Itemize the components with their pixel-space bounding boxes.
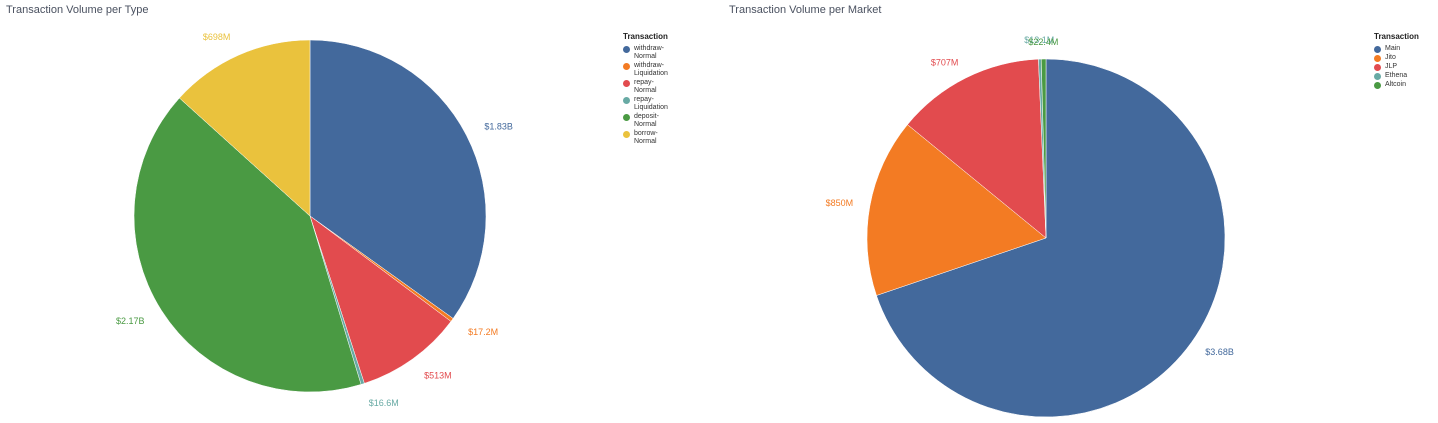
pie-slice-main[interactable] xyxy=(876,58,1226,418)
legend-item-deposit-normal[interactable]: deposit-Normal xyxy=(623,113,676,129)
legend-swatch xyxy=(623,63,630,70)
data-label-ethena: $13.1M xyxy=(1024,35,1054,45)
pie-slice-deposit-normal[interactable] xyxy=(133,97,362,393)
legend-swatch xyxy=(623,114,630,121)
pie-slice-withdraw-normal[interactable] xyxy=(309,39,487,319)
legend-label: repay-Normal xyxy=(634,79,657,94)
pie-chart-market: $3.68B $850M $707M $13.1M$22.4M xyxy=(826,35,1234,418)
legend-title: Transaction xyxy=(623,32,668,41)
chart-title-market: Transaction Volume per Market xyxy=(729,4,882,16)
legend-label: withdraw-Normal xyxy=(634,45,664,60)
data-label-altcoin: $22.4M xyxy=(1028,37,1058,47)
legend-item-ethena[interactable]: Ethena xyxy=(1374,72,1419,80)
legend-swatch xyxy=(1374,55,1381,62)
legend-item-borrow-normal[interactable]: borrow-Normal xyxy=(623,130,676,146)
legend-label: deposit-Normal xyxy=(634,113,659,128)
legend-swatch xyxy=(1374,64,1381,71)
legend-label: Altcoin xyxy=(1385,81,1407,88)
legend-swatch xyxy=(623,46,630,53)
legend-item-main[interactable]: Main xyxy=(1374,45,1419,53)
pie-slice-repay-normal[interactable] xyxy=(309,215,452,384)
legend-swatch xyxy=(1374,82,1381,89)
legend-label: JLP xyxy=(1385,63,1398,70)
pie-slice-borrow-normal[interactable] xyxy=(179,39,311,217)
legend-swatch xyxy=(623,131,630,138)
legend-label: Jito xyxy=(1385,54,1396,61)
legend-title: Transaction xyxy=(1374,32,1419,41)
legend-type: Transaction withdraw-Normal withdraw-Liqu… xyxy=(623,32,676,147)
data-label-borrow-normal: $698M xyxy=(203,32,231,42)
legend-item-repay-liquidation[interactable]: repay-Liquidation xyxy=(623,96,676,112)
chart-title-type: Transaction Volume per Type xyxy=(6,4,149,16)
legend-swatch xyxy=(1374,46,1381,53)
pie-chart-type: $1.83B $17.2M $513M $16.6M $2.17B $698M xyxy=(116,32,513,408)
data-label-repay-liquidation: $16.6M xyxy=(369,398,399,408)
legend-item-withdraw-normal[interactable]: withdraw-Normal xyxy=(623,45,676,61)
legend-swatch xyxy=(623,80,630,87)
data-label-main: $3.68B xyxy=(1205,347,1234,357)
data-label-jlp: $707M xyxy=(931,58,959,68)
legend-market: Transaction Main Jito JLP Ethena Altcoin xyxy=(1374,32,1419,90)
pie-slice-jito[interactable] xyxy=(866,124,1047,296)
legend-item-jlp[interactable]: JLP xyxy=(1374,63,1419,71)
legend-swatch xyxy=(1374,73,1381,80)
data-label-deposit-normal: $2.17B xyxy=(116,316,145,326)
legend-item-altcoin[interactable]: Altcoin xyxy=(1374,81,1419,89)
data-label-withdraw-liquidation: $17.2M xyxy=(468,327,498,337)
data-label-repay-normal: $513M xyxy=(424,370,452,380)
data-label-jito: $850M xyxy=(826,198,854,208)
legend-label: Main xyxy=(1385,45,1401,52)
data-label-withdraw-normal: $1.83B xyxy=(484,121,513,131)
legend-label: Ethena xyxy=(1385,72,1408,79)
pie-slice-altcoin[interactable] xyxy=(1040,58,1047,239)
legend-label: withdraw-Liquidation xyxy=(634,62,668,77)
legend-item-repay-normal[interactable]: repay-Normal xyxy=(623,79,676,95)
legend-item-withdraw-liquidation[interactable]: withdraw-Liquidation xyxy=(623,62,676,78)
legend-label: repay-Liquidation xyxy=(634,96,668,111)
legend-swatch xyxy=(623,97,630,104)
legend-label: borrow-Normal xyxy=(634,130,658,145)
legend-item-jito[interactable]: Jito xyxy=(1374,54,1419,62)
pie-slice-jlp[interactable] xyxy=(907,58,1047,239)
